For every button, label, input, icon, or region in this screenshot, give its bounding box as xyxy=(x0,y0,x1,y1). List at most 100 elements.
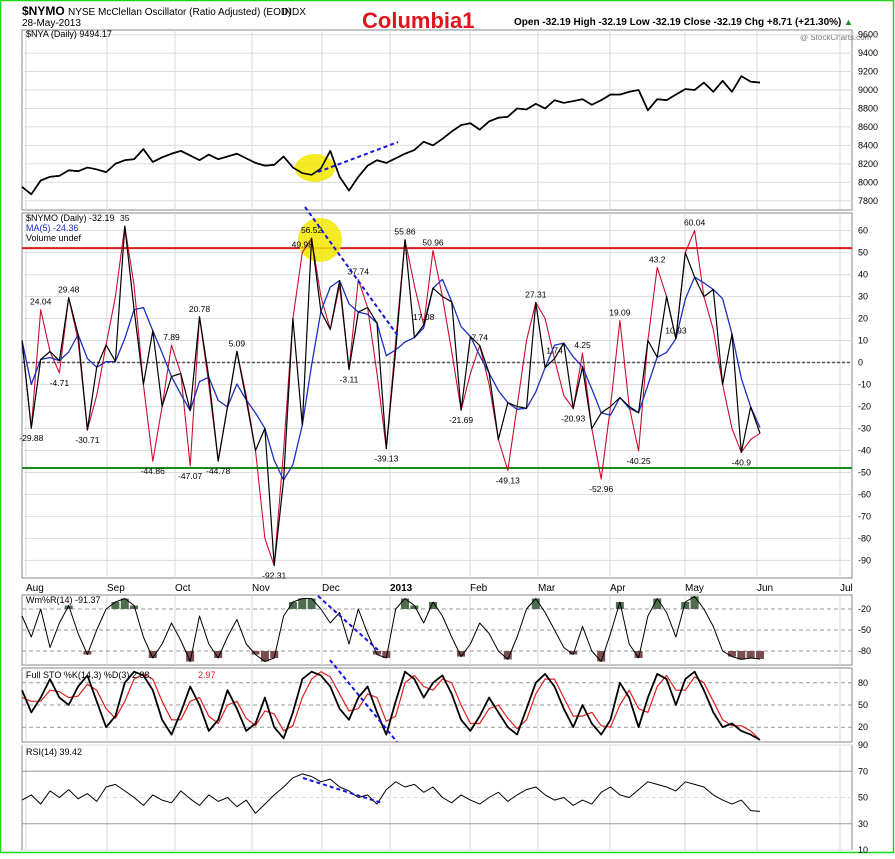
nya-tick-label: 9000 xyxy=(858,85,878,95)
x-axis-month-label: Mar xyxy=(538,583,556,594)
nymo-tick-label: -60 xyxy=(858,489,871,499)
nymo-legend: $NYMO (Daily) -32.19 xyxy=(26,213,115,223)
nymo-value-label: -47.07 xyxy=(178,471,202,481)
sto-tick-label: 50 xyxy=(858,700,868,710)
nymo-value-label: -21.69 xyxy=(449,415,473,425)
sto-d-legend: 2.97 xyxy=(198,670,216,680)
wmr-oversold-fill xyxy=(251,651,260,655)
x-axis-month-label: Sep xyxy=(107,583,125,594)
nymo-value-label: -40.9 xyxy=(732,457,752,467)
nymo-tick-label: -90 xyxy=(858,555,871,565)
wmr-overbought-fill xyxy=(401,598,410,609)
sto-tick-label: 20 xyxy=(858,722,868,732)
x-axis-month-label: Jul xyxy=(840,583,853,594)
wmr-overbought-fill xyxy=(307,598,316,609)
wmr-oversold-fill xyxy=(737,651,746,660)
nymo-osc-line xyxy=(21,225,761,567)
nymo-tick-label: -50 xyxy=(858,467,871,477)
wmr-oversold-fill xyxy=(372,651,381,655)
rsi-tick-label: 10 xyxy=(858,845,868,854)
wmr-overbought-fill xyxy=(615,602,624,609)
nya-tick-label: 8200 xyxy=(858,159,878,169)
nymo-value-label: 20.78 xyxy=(189,304,211,314)
nymo-value-label: 17.08 xyxy=(413,312,435,322)
exchange-label: INDX xyxy=(282,7,306,18)
nymo-trend-line xyxy=(304,206,399,337)
nya-tick-label: 8600 xyxy=(858,122,878,132)
volume-legend: Volume undef xyxy=(26,233,82,243)
nya-legend: $NYA (Daily) 9494.17 xyxy=(26,29,112,39)
nymo-tick-label: 60 xyxy=(858,226,868,236)
nymo-value-label: 49.98 xyxy=(292,240,314,250)
nymo-value-label: 43.2 xyxy=(649,255,666,265)
nya-tick-label: 9400 xyxy=(858,48,878,58)
x-axis-month-label: Nov xyxy=(252,583,270,594)
nymo-value-label: 50.96 xyxy=(422,237,444,247)
wmr-tick-label: -80 xyxy=(858,646,871,656)
nymo-tick-label: 50 xyxy=(858,248,868,258)
nymo-tick-label: -30 xyxy=(858,423,871,433)
wmr-overbought-fill xyxy=(690,596,699,609)
sto-k-line xyxy=(21,670,761,741)
wmr-oversold-fill xyxy=(746,651,755,658)
wmr-overbought-fill xyxy=(653,598,662,609)
wmr-overbought-fill xyxy=(298,598,307,609)
nymo-value-label: -20.93 xyxy=(561,414,585,424)
wmr-oversold-fill xyxy=(148,651,157,658)
wmr-oversold-fill xyxy=(186,651,195,662)
nya-trend-line xyxy=(317,141,399,173)
nya-tick-label: 8400 xyxy=(858,140,878,150)
nymo-value-label: 55.86 xyxy=(394,227,416,237)
nymo-value-label: 60.04 xyxy=(684,218,706,228)
nymo-value-label: -44.86 xyxy=(141,466,165,476)
nymo-value-label: 19.09 xyxy=(609,308,631,318)
nymo-tick-label: 10 xyxy=(858,336,868,346)
watermark: @ StockCharts.com xyxy=(800,33,872,42)
ma-legend: MA(5) -24.36 xyxy=(26,223,79,233)
nymo-value-label: -44.78 xyxy=(206,466,230,476)
nya-price-line-top xyxy=(21,75,761,196)
nymo-value-label: 37.74 xyxy=(348,267,370,277)
wmr-overbought-fill xyxy=(681,602,690,609)
nymo-tick-label: 0 xyxy=(858,358,863,368)
wmr-oversold-fill xyxy=(503,651,512,660)
wmr-oversold-fill xyxy=(756,651,764,659)
wmr-oversold-fill xyxy=(270,651,279,658)
nymo-tick-label: 20 xyxy=(858,314,868,324)
wmr-oversold-fill xyxy=(727,651,736,657)
nymo-tick-label: 30 xyxy=(858,292,868,302)
wmr-overbought-fill xyxy=(410,605,419,609)
nymo-value-label: -29.88 xyxy=(19,433,43,443)
nymo-value-label: 7.89 xyxy=(163,332,180,342)
nymo-value-label: 10.93 xyxy=(665,325,687,335)
nymo-value-label: -92.31 xyxy=(262,570,286,580)
x-axis-month-label: Aug xyxy=(26,583,44,594)
wmr-overbought-fill xyxy=(64,605,73,609)
wmr-oversold-fill xyxy=(597,651,606,662)
wmr-tick-label: -50 xyxy=(858,625,871,635)
wmr-oversold-fill xyxy=(260,651,269,662)
nymo-value-label: -49.13 xyxy=(496,476,520,486)
wmr-line xyxy=(21,595,761,662)
nymo-value-label: 4.25 xyxy=(574,340,591,350)
nymo-value-label: -52.96 xyxy=(589,484,613,494)
nymo-value-label: 56.52 xyxy=(301,225,323,235)
symbol-label: $NYMO xyxy=(22,4,65,18)
rsi-tick-label: 30 xyxy=(858,819,868,829)
annotation-title: Columbia1 xyxy=(362,8,474,33)
wmr-overbought-fill xyxy=(429,602,438,609)
sto-tick-label: 80 xyxy=(858,678,868,688)
wmr-oversold-fill xyxy=(214,651,223,658)
nya-tick-label: 7800 xyxy=(858,196,878,206)
nymo-tick-label: -40 xyxy=(858,445,871,455)
wmr-oversold-fill xyxy=(634,651,643,658)
nymo-value-label: 35 xyxy=(120,213,130,223)
nymo-value-label: 1.74 xyxy=(546,346,563,356)
nymo-value-label: 7.74 xyxy=(471,332,488,342)
nymo-value-label: 24.04 xyxy=(30,297,52,307)
nymo-highlight-circle xyxy=(298,218,342,262)
rsi-tick-label: 90 xyxy=(858,740,868,750)
x-axis-month-label: 2013 xyxy=(390,583,413,594)
